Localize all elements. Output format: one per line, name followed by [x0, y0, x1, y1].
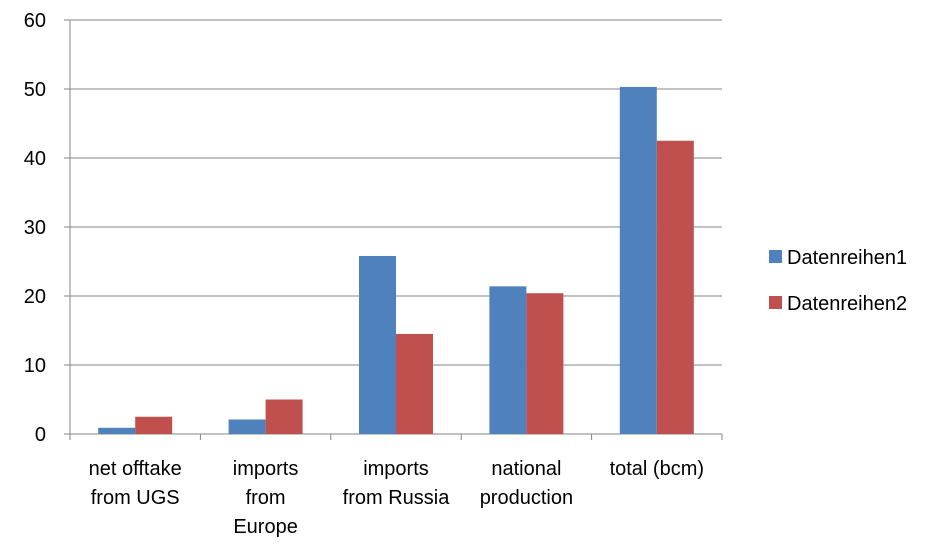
- x-category-label-line: national: [491, 458, 561, 480]
- y-tick-label: 30: [24, 217, 46, 239]
- x-category-label: net offtake from UGS: [89, 458, 182, 509]
- bar-datenreihen2-2: [396, 333, 433, 434]
- bar-datenreihen1-3: [489, 286, 527, 434]
- legend-swatch-datenreihen1: [769, 250, 782, 263]
- x-category-label-line: net offtake: [89, 458, 182, 480]
- legend-label: Datenreihen1: [787, 247, 907, 269]
- y-tick-label: 0: [35, 424, 46, 446]
- x-category-label-line: from UGS: [91, 487, 180, 509]
- bar-datenreihen1-1: [228, 419, 266, 434]
- bar-datenreihen2-3: [526, 293, 564, 434]
- y-tick-label: 20: [24, 286, 46, 308]
- y-tick-label: 10: [24, 355, 46, 377]
- x-category-label: imports from Russia: [343, 458, 451, 509]
- bars: [98, 86, 694, 435]
- x-category-label-line: total (bcm): [610, 458, 704, 480]
- bar-datenreihen1-0: [98, 427, 136, 434]
- bar-datenreihen2-0: [135, 416, 173, 434]
- gridlines: [70, 19, 722, 366]
- y-tick-label: 60: [24, 10, 46, 32]
- bar-datenreihen2-1: [265, 399, 303, 434]
- y-tick-label: 40: [24, 148, 46, 170]
- bar-datenreihen1-4: [619, 86, 657, 435]
- bar-datenreihen2-4: [656, 140, 694, 434]
- x-category-label: imports from Europe: [233, 458, 299, 538]
- x-category-label-line: from: [246, 487, 286, 509]
- x-category-label-line: from Russia: [343, 487, 451, 509]
- x-category-label-line: production: [480, 487, 573, 509]
- x-category-label-line: imports: [363, 458, 429, 480]
- x-category-label: total (bcm): [610, 458, 704, 480]
- y-tick-label: 50: [24, 79, 46, 101]
- bar-datenreihen1-2: [359, 255, 396, 434]
- x-category-label-line: Europe: [233, 516, 298, 538]
- legend-label: Datenreihen2: [787, 293, 907, 315]
- legend: Datenreihen1 Datenreihen2: [769, 247, 907, 315]
- x-category-label: national production: [480, 458, 573, 509]
- y-axis-ticks: 0 10 20 30 40 50 60: [24, 10, 46, 446]
- x-category-label-line: imports: [233, 458, 299, 480]
- legend-swatch-datenreihen2: [769, 296, 782, 309]
